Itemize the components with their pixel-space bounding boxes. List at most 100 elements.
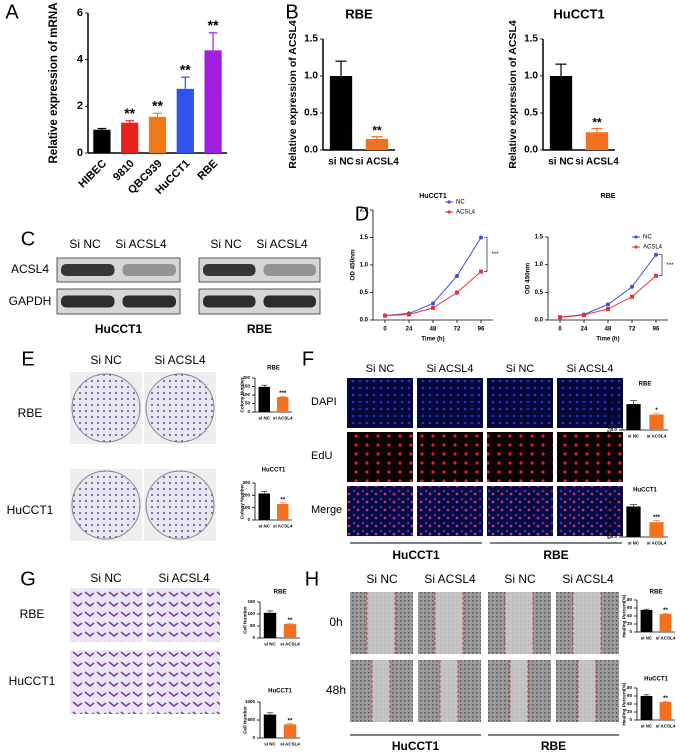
y-tick-label: 2.0 (360, 208, 369, 214)
y-axis-label: Relative expression of mRNA (48, 2, 60, 164)
legend-marker (447, 200, 451, 204)
x-tick-label: 24 (406, 327, 413, 333)
y-tick-label: 1.0 (304, 71, 318, 82)
column-label: Si NC (210, 237, 242, 251)
y-axis-label: Cell Number (242, 606, 248, 634)
fluorescence-image (347, 486, 413, 536)
y-tick-label: 100 (247, 611, 255, 616)
fluorescence-image (487, 486, 553, 536)
legend-label: ACSL4 (456, 210, 476, 216)
blot-band (263, 295, 316, 308)
significance: ** (592, 115, 602, 129)
x-tick-label: si ACSL4 (647, 541, 667, 546)
blot-band (122, 264, 176, 276)
y-tick-label: 0.5 (524, 108, 538, 119)
blot-band (203, 295, 256, 308)
marker (479, 269, 483, 274)
y-tick-label: 80 (627, 685, 633, 690)
y-axis-label: Relative expression of ACSL4 (507, 20, 519, 169)
marker (479, 235, 483, 240)
y-tick-label: 0.5 (304, 108, 318, 119)
x-tick-label: si ACSL4 (656, 724, 676, 729)
x-tick-label: si NC (628, 434, 640, 439)
y-tick-label: 1.0 (524, 71, 538, 82)
marker (654, 252, 658, 257)
y-tick-label: 50 (250, 623, 256, 628)
x-axis-label: Time (h) (421, 337, 444, 343)
row-label: ACSL4 (11, 262, 49, 276)
y-tick-label: 100 (242, 392, 250, 397)
x-tick-label: si NC (264, 742, 276, 747)
legend-label: ACSL4 (643, 245, 663, 251)
column-label: Si NC (90, 571, 122, 585)
y-tick-label: 0.0 (524, 145, 538, 156)
chart-title: HuCCT1 (633, 488, 657, 494)
wound-gap (440, 660, 458, 722)
column-label: Si NC (69, 237, 101, 251)
row-label: DAPI (311, 396, 337, 408)
fluorescence-image (417, 486, 483, 536)
y-tick-label: 50 (245, 401, 251, 406)
bar (659, 702, 672, 720)
y-tick-label: 6 (77, 7, 83, 19)
blot-band (61, 295, 115, 308)
transwell-image (70, 650, 143, 714)
y-tick-label: 0.5 (535, 290, 544, 296)
y-tick-label: 0.0 (535, 318, 544, 324)
chart-title: HuCCT1 (553, 6, 604, 21)
wound-gap (435, 592, 463, 654)
marker (606, 306, 610, 311)
panel-letter: H (305, 568, 319, 590)
row-label: HuCCT1 (7, 503, 54, 517)
x-tick-label: si NC (328, 157, 354, 168)
column-label: Si ACSL4 (158, 571, 210, 585)
y-tick-label: 150 (242, 384, 250, 389)
cell-line-label: RBE (247, 322, 272, 336)
fluorescence-image (417, 432, 483, 482)
y-tick-label: 40 (627, 701, 633, 706)
significance: ** (152, 98, 163, 114)
fluorescence-image (347, 378, 413, 428)
bar (329, 76, 353, 150)
x-tick-label: si ACSL4 (273, 524, 293, 529)
fluorescence-image (417, 378, 483, 428)
significance: ** (124, 105, 135, 121)
y-axis-label: OD 450nm (350, 249, 357, 281)
y-tick-label: 150 (247, 599, 255, 604)
y-tick-label: 80 (627, 597, 633, 602)
x-tick-label: 0 (558, 327, 562, 333)
cell-line-label: HuCCT1 (392, 739, 440, 753)
marker (455, 290, 459, 295)
significance: ** (288, 618, 293, 624)
y-tick-label: 4 (77, 54, 84, 66)
significance: ** (180, 62, 191, 78)
y-tick-label: 1.0 (535, 262, 544, 268)
y-tick-label: 0.0 (611, 534, 618, 539)
x-tick-label: si ACSL4 (355, 157, 399, 168)
colony-plate (71, 470, 141, 540)
x-tick-label: si NC (264, 642, 276, 647)
significance: * (655, 408, 658, 414)
y-tick-label: 1.5 (304, 34, 318, 45)
y-axis-label: OD 450nm (525, 263, 532, 295)
y-tick-label: 0.2 (611, 516, 618, 521)
chart-title: RBE (601, 193, 616, 200)
bar (649, 522, 664, 537)
row-label: RBE (20, 607, 45, 621)
bar (640, 696, 653, 720)
significance: ** (208, 17, 219, 33)
chart-title: RBE (267, 366, 280, 372)
y-tick-label: 0.4 (611, 399, 618, 404)
bar (258, 493, 270, 520)
y-tick-label: 0.5 (360, 290, 369, 296)
y-axis-label: EdU positive cells (606, 392, 612, 433)
row-label: RBE (18, 406, 43, 420)
y-tick-label: 1.5 (535, 235, 544, 241)
cell-line-label: RBE (543, 548, 568, 562)
y-tick-label: 0.0 (304, 145, 318, 156)
chart-title: RBE (650, 590, 663, 596)
x-tick-label: 72 (454, 327, 461, 333)
x-tick-label: si NC (641, 636, 653, 641)
x-tick-label: 0 (383, 327, 387, 333)
